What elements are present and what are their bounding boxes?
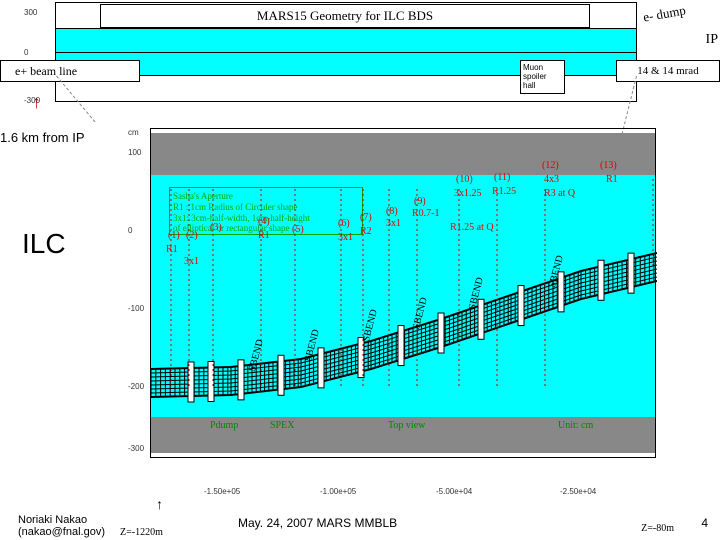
collimator-label: (1) [168,230,180,241]
region-label: Unit: cm [558,420,593,431]
e-dump-label: e- dump [642,2,687,25]
ilc-watermark: ILC [22,228,66,260]
collimator-label: 3x1.25 [454,188,482,199]
collimator-label: R1.25 [492,186,516,197]
top-title-box: MARS15 Geometry for ILC BDS [100,4,590,28]
collimator-label: 3x1 [386,218,401,229]
collimator-label: R3 at Q [544,188,575,199]
main-ytick: 100 [128,148,141,157]
top-ytick: -300 [24,96,40,105]
footer-date: May. 24, 2007 MARS MMBLB [238,516,397,530]
z-left-label: Z=-1220m [120,527,163,538]
collimator-label: (5) [292,224,304,235]
collimator-label: 3x1 [184,256,199,267]
collimator-label: (11) [494,172,510,183]
z-right-label: Z=-80m [641,523,674,534]
e-beam-label: e+ beam line [15,64,77,79]
e-beam-box: e+ beam line [0,60,140,82]
collimator-label: (13) [600,160,617,171]
author-email: (nakao@fnal.gov) [18,526,105,538]
collimator-label: R1 [258,230,270,241]
collimator-label: 4x3 [544,174,559,185]
main-xtick: -1.00e+05 [320,487,356,496]
collimator-label: (4) [258,216,270,227]
top-title: MARS15 Geometry for ILC BDS [257,8,433,24]
beam-path-svg [151,129,657,459]
main-xtick: -1.50e+05 [204,487,240,496]
collimator-label: (9) [414,196,426,207]
collimator-label: R2 [360,226,372,237]
top-ytick: 0 [24,48,28,57]
main-ytick: 0 [128,226,132,235]
mrad-box: 14 & 14 mrad [616,60,720,82]
main-plot-frame: Sasha's Aperture R1 : 1cm Radius of Circ… [150,128,656,458]
collimator-label: (2) [186,230,198,241]
mrad-label: 14 & 14 mrad [637,65,698,77]
main-ytick: cm [128,128,139,137]
collimator-label: R1.25 at Q [450,222,494,233]
top-ytick: 300 [24,8,37,17]
footer-arrow-icon: ↑ [156,496,163,512]
top-beamline [55,52,637,53]
collimator-label: (6) [338,218,350,229]
author-name: Noriaki Nakao [18,514,105,526]
collimator-label: (8) [386,206,398,217]
collimator-label: (3) [210,222,222,233]
footer-page-number: 4 [701,516,708,530]
footer-author: Noriaki Nakao (nakao@fnal.gov) [18,514,105,538]
collimator-label: (10) [456,174,473,185]
main-ytick: -300 [128,444,144,453]
region-label: Top view [388,420,425,431]
collimator-label: 3x1 [338,232,353,243]
collimator-label: (7) [360,212,372,223]
main-xtick: -5.00e+04 [436,487,472,496]
region-label: SPEX [270,420,294,431]
collimator-label: R1 [166,244,178,255]
region-label: Pdump [210,420,238,431]
collimator-label: R0.7-1 [412,208,440,219]
main-xtick: -2.50e+04 [560,487,596,496]
ip-label: IP [706,32,718,48]
collimator-label: R1 [606,174,618,185]
main-ytick: -200 [128,382,144,391]
muon-spoiler-box: Muon spoiler hall [520,60,565,94]
main-ytick: -100 [128,304,144,313]
km-from-ip-label: 1.6 km from IP [0,130,85,145]
collimator-label: (12) [542,160,559,171]
top-overview-panel: MARS15 Geometry for ILC BDS e- dump IP e… [0,0,720,105]
muon-text: Muon spoiler hall [523,63,547,90]
